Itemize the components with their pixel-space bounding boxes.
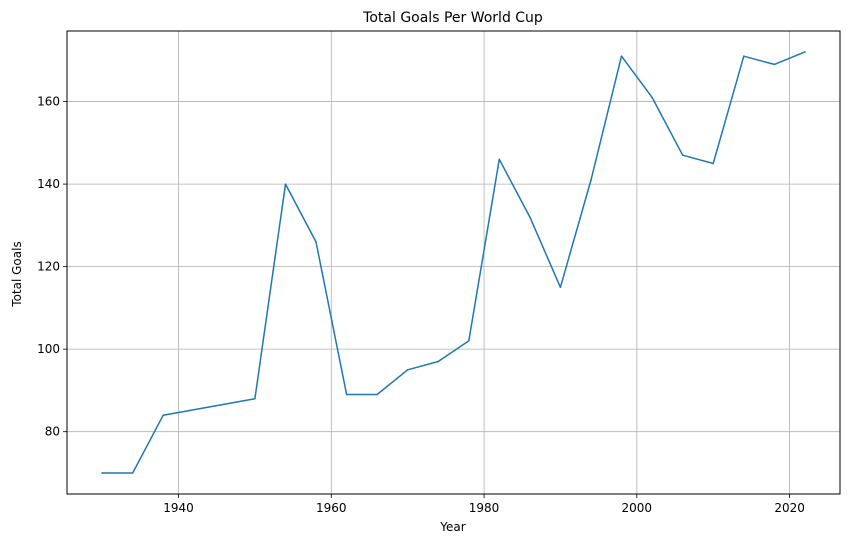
data-point	[651, 96, 653, 99]
data-point	[315, 241, 317, 243]
chart-title: Total Goals Per World Cup	[362, 10, 543, 26]
x-tick-label: 1940	[163, 501, 194, 515]
grid-lines	[67, 31, 840, 494]
data-point	[498, 158, 501, 161]
data-point	[712, 162, 714, 165]
data-point	[101, 472, 103, 474]
x-tick-label: 1980	[469, 501, 500, 515]
y-tick-label: 160	[37, 95, 60, 109]
x-tick-label: 1960	[316, 501, 347, 515]
data-point	[345, 393, 348, 396]
data-point	[590, 179, 592, 181]
data-point	[131, 472, 134, 474]
series-layer	[101, 51, 806, 474]
axis-ticks: 1940 1960 1980 2000 2020 80 100 120 140 160	[37, 95, 805, 515]
x-tick-label: 2000	[622, 501, 653, 515]
data-point	[743, 55, 745, 57]
y-tick-label: 120	[37, 260, 60, 274]
series-line	[101, 51, 806, 474]
x-axis-title: Year	[439, 520, 465, 534]
data-point	[376, 393, 378, 396]
data-point	[162, 414, 164, 416]
data-point	[406, 369, 409, 371]
y-tick-label: 80	[45, 425, 60, 439]
data-point	[284, 183, 287, 185]
data-point	[773, 63, 776, 66]
y-tick-label: 100	[37, 342, 60, 356]
data-point	[681, 154, 684, 156]
data-point	[437, 360, 439, 363]
data-point	[804, 51, 806, 53]
y-tick-label: 140	[37, 177, 60, 191]
y-axis-title: Total Goals	[10, 241, 24, 307]
data-point	[254, 397, 256, 400]
data-point	[559, 286, 562, 289]
data-point	[529, 216, 531, 218]
data-point	[620, 55, 623, 57]
data-point	[468, 340, 470, 342]
x-tick-label: 2020	[774, 501, 805, 515]
plot-frame	[66, 30, 841, 495]
